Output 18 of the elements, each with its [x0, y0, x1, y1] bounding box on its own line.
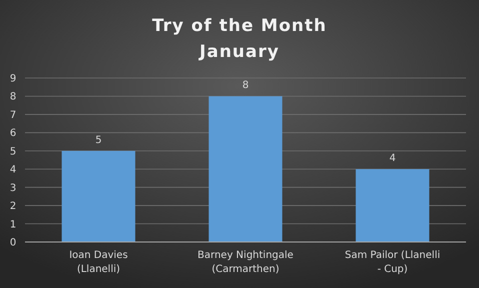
y-tick-label: 8	[10, 92, 16, 103]
x-tick-label: Barney Nightingale (Carmarthen)	[198, 250, 294, 275]
x-tick-label: Sam Pailor (Llanelli - Cup)	[344, 250, 440, 275]
chart-title: Try of the Month	[152, 16, 327, 36]
y-tick-label: 9	[10, 74, 16, 84]
y-tick-label: 0	[10, 238, 16, 248]
y-tick-label: 3	[10, 182, 16, 194]
data-label: 4	[389, 153, 396, 164]
y-tick-label: 6	[10, 128, 16, 140]
y-tick-label: 2	[10, 201, 16, 212]
data-label: 5	[95, 134, 102, 146]
y-tick-label: 5	[10, 146, 16, 158]
y-tick-label: 4	[10, 164, 16, 176]
y-tick-label: 7	[10, 110, 16, 121]
y-tick-label: 1	[10, 219, 16, 230]
x-tick-label: Ioan Davies (Llanelli)	[69, 250, 128, 275]
data-label: 8	[242, 80, 249, 92]
chart-subtitle: January	[198, 42, 280, 62]
